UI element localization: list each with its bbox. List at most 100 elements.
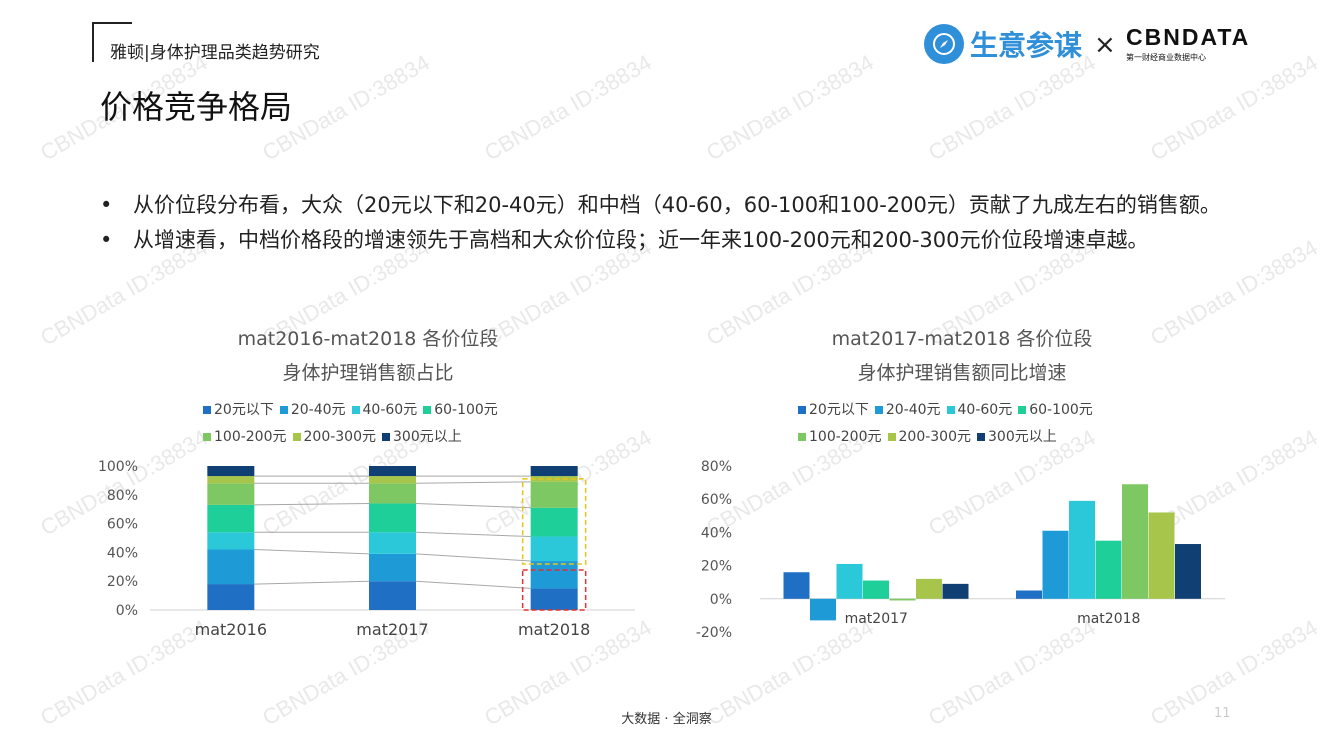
watermark-text: CBNData ID:38834 <box>924 49 1100 166</box>
legend-swatch <box>279 406 288 414</box>
chart2-legend-item: 100-200元 <box>798 424 882 451</box>
chart2-plot: -20% 0% 20% 40% 60% 80% mat2017 mat2018 <box>696 459 1225 641</box>
chart2-bar <box>1069 500 1095 599</box>
chart2-title-line1: mat2017-mat2018 各价位段 <box>831 328 1093 350</box>
shengyi-logo-text: 生意参谋 <box>970 29 1083 62</box>
legend-swatch <box>874 406 883 414</box>
chart1-title-line1: mat2016-mat2018 各价位段 <box>237 328 499 350</box>
chart1-series-line <box>415 502 531 509</box>
chart1-title-line2: 身体护理销售额占比 <box>282 362 454 384</box>
legend-swatch <box>798 406 806 414</box>
chart1-bar-segment <box>369 581 416 610</box>
legend-label: 200-300元 <box>898 429 972 445</box>
chart2-title-line2: 身体护理销售额同比增速 <box>857 362 1067 384</box>
legend-label: 100-200元 <box>214 429 287 445</box>
legend-swatch <box>203 433 211 441</box>
chart1-legend-item: 200-300元 <box>292 424 377 451</box>
chart1-legend: 20元以下 20-40元 40-60元 60-100元 100-200元 200-300元… <box>203 397 563 451</box>
chart1-x-tick-label: mat2016 <box>195 620 267 639</box>
chart1-bar-segment <box>207 549 255 585</box>
bullet-dot-icon: • <box>100 228 113 252</box>
legend-label: 60-100元 <box>434 402 498 418</box>
legend-label: 20-40元 <box>290 402 346 418</box>
legend-swatch <box>977 433 985 441</box>
page-title: 价格竞争格局 <box>100 88 293 126</box>
chart1-series-line <box>254 549 370 555</box>
watermark-text: CBNData ID:38834 <box>480 49 656 166</box>
watermark-text: CBNData ID:38834 <box>702 49 878 166</box>
cbndata-logo-subtitle: 第一财经商业数据中心 <box>1126 53 1206 62</box>
chart2-bar <box>1016 590 1042 599</box>
chart1-highlight-box-low <box>521 569 587 611</box>
chart2-legend-item: 60-100元 <box>1018 397 1093 424</box>
chart1-legend-item: 100-200元 <box>203 424 287 451</box>
chart2-bar <box>916 578 942 599</box>
chart1-y-tick-label: 60% <box>107 517 138 533</box>
legend-swatch <box>887 433 896 441</box>
chart2-x-tick-label: mat2018 <box>1077 611 1140 627</box>
chart2-y-tick-label: 20% <box>701 559 732 575</box>
chart1-x-tick-label: mat2018 <box>518 620 590 639</box>
chart2-bar <box>1148 512 1175 599</box>
chart1-legend-item: 300元以上 <box>382 424 462 451</box>
chart1-bar-segment <box>207 532 255 550</box>
legend-swatch <box>423 406 432 414</box>
chart1-bar-segment <box>530 536 578 562</box>
legend-swatch <box>798 433 806 441</box>
chart2-title: mat2017-mat2018 各价位段 身体护理销售额同比增速 <box>762 322 1162 390</box>
legend-label: 200-300元 <box>303 429 377 445</box>
chart1-y-tick-label: 20% <box>107 574 138 590</box>
chart1-series-line <box>415 481 531 484</box>
legend-swatch <box>351 406 360 414</box>
chart2-legend-item: 20元以下 <box>798 397 869 424</box>
legend-swatch <box>946 406 955 414</box>
chart1-bar-segment <box>207 584 255 610</box>
chart2-bar <box>889 598 916 601</box>
chart1-bar-segment <box>530 466 578 477</box>
chart1-bar-segment <box>369 483 416 504</box>
chart1-bar-segment <box>369 532 416 554</box>
chart1-legend-item: 60-100元 <box>423 397 498 424</box>
chart1-series-line <box>415 553 531 562</box>
chart2-legend-item: 20-40元 <box>874 397 941 424</box>
chart2-bar <box>1175 544 1201 599</box>
chart2-y-tick-label: -20% <box>696 625 732 641</box>
chart1-y-tick-label: 100% <box>98 459 138 475</box>
cbndata-logo: CBNDATA 第一财经商业数据中心 <box>1126 24 1250 63</box>
chart1-bar-segment <box>207 466 255 477</box>
chart1-y-tick-label: 0% <box>116 603 138 619</box>
chart1-bar-segment <box>207 504 255 533</box>
chart2-bar <box>836 563 863 599</box>
chart1-bar-segment <box>369 466 416 477</box>
chart1-series-line <box>415 531 531 538</box>
chart2-bar <box>1122 484 1148 599</box>
chart1-x-tick-label: mat2017 <box>356 620 428 639</box>
legend-swatch <box>382 433 390 441</box>
chart2-y-tick-label: 40% <box>701 525 732 541</box>
chart1-bar-segment <box>207 483 255 505</box>
bullet-dot-icon: • <box>100 193 113 217</box>
legend-swatch <box>1018 406 1027 414</box>
chart2-bar <box>783 572 810 599</box>
chart2-bar <box>810 598 836 621</box>
cbndata-logo-text: CBNDATA <box>1126 24 1251 50</box>
chart1-bar-segment <box>530 561 578 589</box>
compass-icon <box>924 24 964 64</box>
legend-label: 300元以上 <box>393 429 462 445</box>
legend-label: 20元以下 <box>214 402 274 418</box>
legend-label: 40-60元 <box>957 402 1013 418</box>
page-number: 11 <box>1214 706 1231 721</box>
chart2-legend-item: 40-60元 <box>946 397 1013 424</box>
legend-label: 60-100元 <box>1029 402 1093 418</box>
bullet-text: 从增速看，中档价格段的增速领先于高档和大众价位段；近一年来100-200元和20… <box>133 228 1149 252</box>
legend-label: 20元以下 <box>809 402 869 418</box>
chart1-highlight-box-mid <box>521 478 587 565</box>
legend-label: 40-60元 <box>362 402 418 418</box>
chart1-series-line <box>254 502 370 506</box>
report-title: 雅顿|身体护理品类趋势研究 <box>110 43 320 63</box>
chart1-bar-segment <box>207 476 255 484</box>
chart1-bar-segment <box>369 503 416 533</box>
chart2-legend-item: 200-300元 <box>887 424 972 451</box>
chart2-y-tick-label: 60% <box>701 492 732 508</box>
chart2-bar <box>942 583 969 599</box>
